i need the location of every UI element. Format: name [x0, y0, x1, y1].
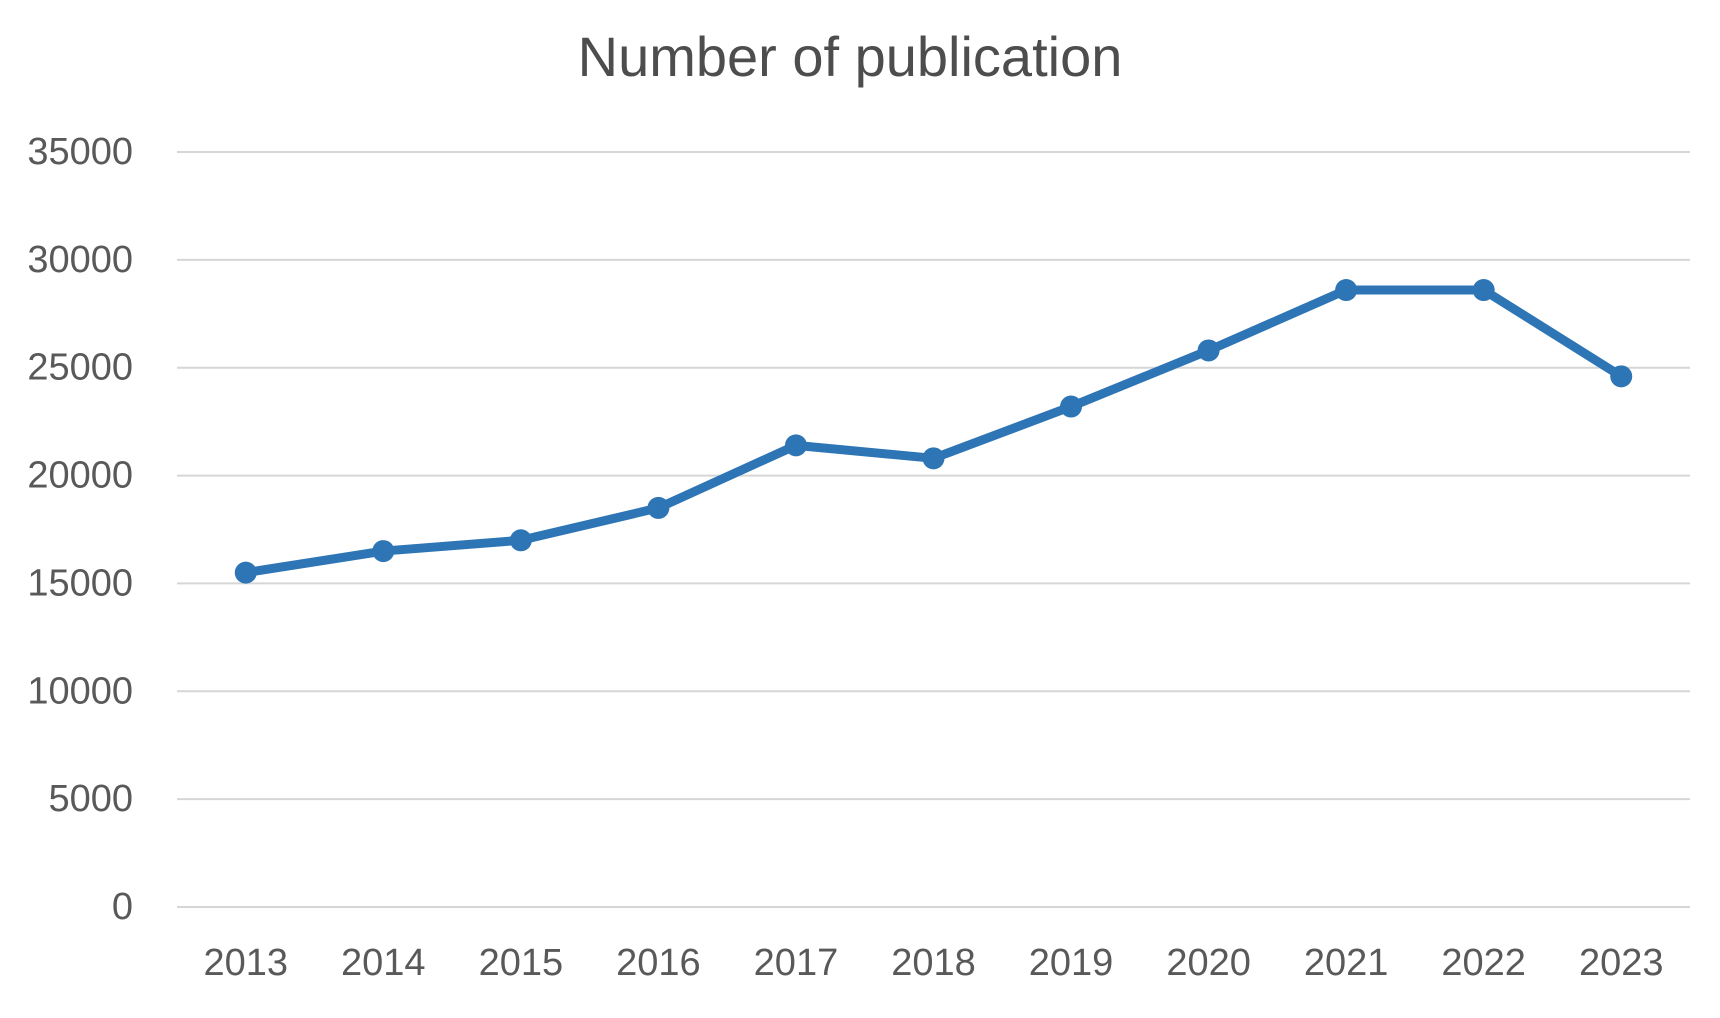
chart-title: Number of publication: [578, 25, 1123, 88]
y-tick-label: 10000: [27, 670, 133, 712]
x-tick-label-2020: 2020: [1166, 942, 1251, 984]
y-tick-label: 0: [112, 886, 133, 928]
x-tick-label-2021: 2021: [1304, 942, 1389, 984]
x-tick-label-2022: 2022: [1441, 942, 1526, 984]
x-tick-label-2015: 2015: [479, 942, 564, 984]
x-tick-label-2023: 2023: [1579, 942, 1664, 984]
data-point-2016: [647, 496, 670, 519]
data-point-2022: [1472, 279, 1495, 302]
y-tick-label: 25000: [27, 347, 133, 389]
y-tick-label: 15000: [27, 562, 133, 604]
x-tick-label-2017: 2017: [754, 942, 839, 984]
data-point-2021: [1335, 279, 1358, 302]
y-tick-label: 30000: [27, 239, 133, 281]
data-point-2019: [1060, 395, 1083, 418]
x-tick-label-2016: 2016: [616, 942, 701, 984]
data-point-2023: [1610, 365, 1633, 388]
x-tick-label-2018: 2018: [891, 942, 976, 984]
y-axis-tick-labels: 0 5000 10000 15000 20000 25000 30000 35000: [27, 131, 133, 928]
x-axis-tick-labels: 2013 2014 2015 2016 2017 2018 2019 2020 2021 2022…: [203, 942, 1663, 984]
data-point-2017: [784, 434, 807, 457]
y-tick-label: 35000: [27, 131, 133, 173]
data-point-2020: [1197, 339, 1220, 362]
x-tick-label-2019: 2019: [1029, 942, 1114, 984]
data-point-2014: [372, 540, 395, 563]
x-tick-label-2013: 2013: [203, 942, 288, 984]
data-series: [234, 279, 1633, 584]
y-tick-label: 20000: [27, 455, 133, 497]
x-tick-label-2014: 2014: [341, 942, 426, 984]
data-point-2018: [922, 447, 945, 470]
gridlines: [177, 151, 1690, 908]
y-tick-label: 5000: [48, 778, 133, 820]
data-point-2015: [509, 529, 532, 552]
data-point-2013: [234, 561, 257, 584]
series-line: [241, 285, 1626, 578]
